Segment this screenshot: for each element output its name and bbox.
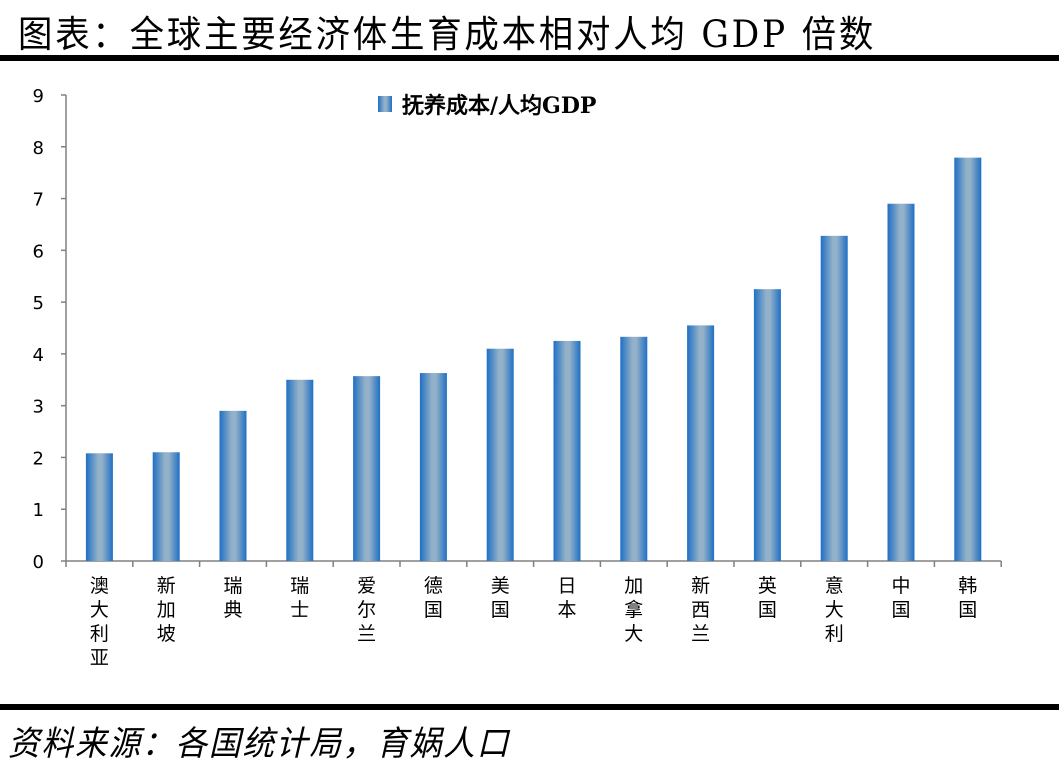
bar [553,340,581,561]
y-tick-label: 3 [33,397,44,418]
y-tick-label: 4 [33,345,44,366]
bar [219,410,247,561]
legend: 抚养成本/人均GDP [378,93,596,119]
x-tick-label: 瑞典 [223,575,242,621]
y-tick-label: 0 [33,552,44,573]
bottom-divider [0,704,1059,710]
bar [820,235,848,561]
y-tick-label: 5 [33,293,44,314]
x-tick-label: 澳大利亚 [90,575,109,669]
y-tick-label: 2 [33,448,44,469]
x-tick-label: 韩国 [958,575,977,621]
x-tick-label: 瑞士 [290,575,309,621]
bar-series [85,157,982,561]
bar [85,453,113,561]
bar [753,289,781,561]
bar [954,157,982,561]
x-tick-label: 中国 [891,575,910,621]
bar [286,379,314,561]
x-tick-label: 英国 [758,575,777,621]
y-axis: 0 1 2 3 4 5 6 7 8 9 [33,86,67,573]
y-tick-label: 6 [33,241,44,262]
x-tick-label: 爱尔兰 [357,575,376,645]
y-tick-label: 7 [33,190,44,211]
x-tick-label: 德国 [424,575,443,621]
top-divider [0,55,1059,61]
x-tick-label: 美国 [491,575,510,621]
chart-title: 图表：全球主要经济体生育成本相对人均 GDP 倍数 [18,13,877,56]
bar [687,325,715,561]
bar [887,203,915,561]
legend-swatch [378,96,392,112]
y-tick-label: 8 [33,138,44,159]
x-tick-label: 新加坡 [157,575,176,645]
x-tick-label: 意大利 [825,575,844,645]
x-tick-label: 加拿大 [624,575,643,645]
y-tick-label: 1 [33,500,44,521]
bar [152,452,180,561]
bar [486,348,514,561]
bar [353,376,381,561]
x-tick-label: 新西兰 [691,575,710,645]
x-tick-label: 日本 [557,575,576,621]
source-note: 资料来源：各国统计局，育娲人口 [8,724,511,764]
bar [620,336,648,561]
bar-chart: 0 1 2 3 4 5 6 7 8 9 澳大利亚 新加坡 瑞典 瑞士 爱尔兰 德国 美国 日本 加拿大 新西兰 英国 意… [33,86,1002,669]
bar [419,373,447,561]
y-tick-label: 9 [33,86,44,107]
x-axis: 澳大利亚 新加坡 瑞典 瑞士 爱尔兰 德国 美国 日本 加拿大 新西兰 英国 意大利 中国 韩国 [65,560,1002,669]
legend-label: 抚养成本/人均GDP [402,93,596,119]
